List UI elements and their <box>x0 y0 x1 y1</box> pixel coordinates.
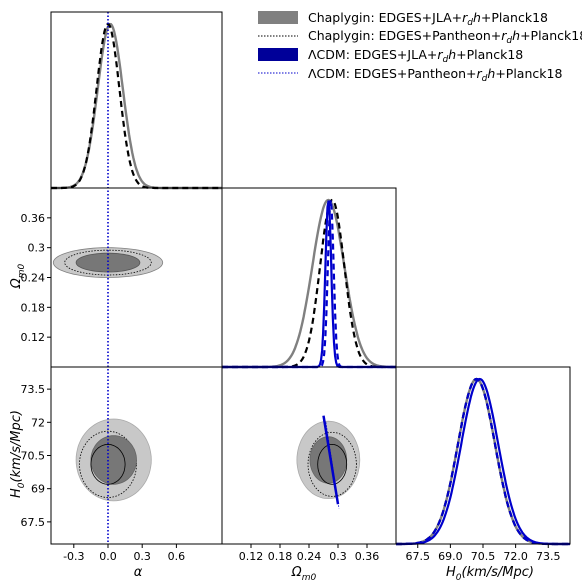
marginal-alpha-series-1 <box>51 22 222 190</box>
y-tick-label-omega_m0-4: 0.36 <box>21 212 46 225</box>
x-axis-label-alpha: α <box>134 565 143 580</box>
y-tick-label-omega_m0-1: 0.18 <box>21 301 46 314</box>
y-tick-label-omega_m0-0: 0.12 <box>21 331 46 344</box>
legend-swatch-lcdm-jla <box>258 48 298 61</box>
contour-omega-h0-lcdm-pantheon <box>325 422 340 509</box>
contour-omega-h0-lcdm-jla <box>322 415 340 505</box>
x-tick-label-alpha-2: 0.3 <box>133 550 151 563</box>
legend: Chaplygin: EDGES+JLA+rdh+Planck18 Chaply… <box>258 10 582 84</box>
marginal-omega_m0-series-1 <box>222 198 396 369</box>
contour-alpha-h0-chaplygin-jla-inner <box>90 435 137 485</box>
x-tick-label-alpha-0: -0.3 <box>63 550 84 563</box>
panel-frame-0-0 <box>50 11 223 189</box>
x-axis-label-omega: Ωm0 <box>291 565 317 583</box>
x-tick-label-omega_m0-1: 0.18 <box>268 550 293 563</box>
marginal-H0-series-0 <box>396 377 570 546</box>
y-axis-label-omega: Ωm0 <box>9 264 27 290</box>
marginal-H0-series-1 <box>396 377 570 546</box>
contour-alpha-h0-chaplygin-pantheon-outer <box>79 430 137 498</box>
y-tick-label-H0-4: 73.5 <box>21 383 46 396</box>
y-tick-label-H0-0: 67.5 <box>21 516 46 529</box>
y-tick-label-omega_m0-3: 0.3 <box>28 242 46 255</box>
y-tick-label-H0-3: 72 <box>31 416 45 429</box>
y-axis-label-h0: H0(km/s/Mpc) <box>9 410 27 498</box>
x-axis-label-h0: H0(km/s/Mpc) <box>446 565 534 583</box>
marginal-H0-series-2 <box>396 377 570 546</box>
contour-omega-h0-chaplygin-pantheon-outer <box>307 431 357 497</box>
panel-frame-0-1 <box>50 187 223 368</box>
marginal-H0-series-3 <box>396 377 570 546</box>
contour-omega-h0-chaplygin-jla-inner <box>309 436 348 484</box>
y-tick-label-H0-2: 70.5 <box>21 450 46 463</box>
x-tick-label-H0-3: 72.0 <box>503 550 528 563</box>
x-tick-label-H0-2: 70.5 <box>471 550 496 563</box>
x-tick-label-omega_m0-2: 0.24 <box>297 550 322 563</box>
y-tick-label-omega_m0-2: 0.24 <box>21 272 46 285</box>
legend-swatch-chaplygin-jla <box>258 11 298 24</box>
x-tick-label-H0-1: 69.0 <box>438 550 463 563</box>
contour-omega-h0-chaplygin-pantheon-inner <box>317 443 348 485</box>
x-tick-label-omega_m0-4: 0.36 <box>355 550 380 563</box>
x-tick-label-H0-0: 67.5 <box>406 550 431 563</box>
marginal-alpha-series-0 <box>51 22 222 190</box>
legend-label-lcdm-pantheon: ΛCDM: EDGES+Pantheon+rdh+Planck18 <box>308 66 562 84</box>
legend-label-lcdm-jla: ΛCDM: EDGES+JLA+rdh+Planck18 <box>308 47 523 65</box>
panel-frame-2-2 <box>395 366 571 545</box>
y-tick-label-H0-1: 69 <box>31 483 45 496</box>
contour-alpha-omega-chaplygin-jla-inner <box>75 252 141 273</box>
tick-marks-and-labels: -0.3 0.0 0.3 0.6 0.12 0.18 0.24 0.3 0.36 67.5 69.0… <box>21 212 561 563</box>
legend-label-chaplygin-pantheon: Chaplygin: EDGES+Pantheon+rdh+Planck18 <box>308 28 582 46</box>
x-tick-label-alpha-1: 0.0 <box>99 550 117 563</box>
contour-alpha-omega-chaplygin-pantheon-outer <box>64 249 152 276</box>
contour-alpha-h0-chaplygin-pantheon-inner <box>90 443 126 485</box>
x-tick-label-omega_m0-3: 0.3 <box>329 550 347 563</box>
x-tick-label-omega_m0-0: 0.12 <box>239 550 264 563</box>
x-tick-label-alpha-3: 0.6 <box>168 550 186 563</box>
chart-marks <box>51 12 570 546</box>
legend-label-chaplygin-jla: Chaplygin: EDGES+JLA+rdh+Planck18 <box>308 10 548 28</box>
x-tick-label-H0-4: 73.5 <box>536 550 561 563</box>
